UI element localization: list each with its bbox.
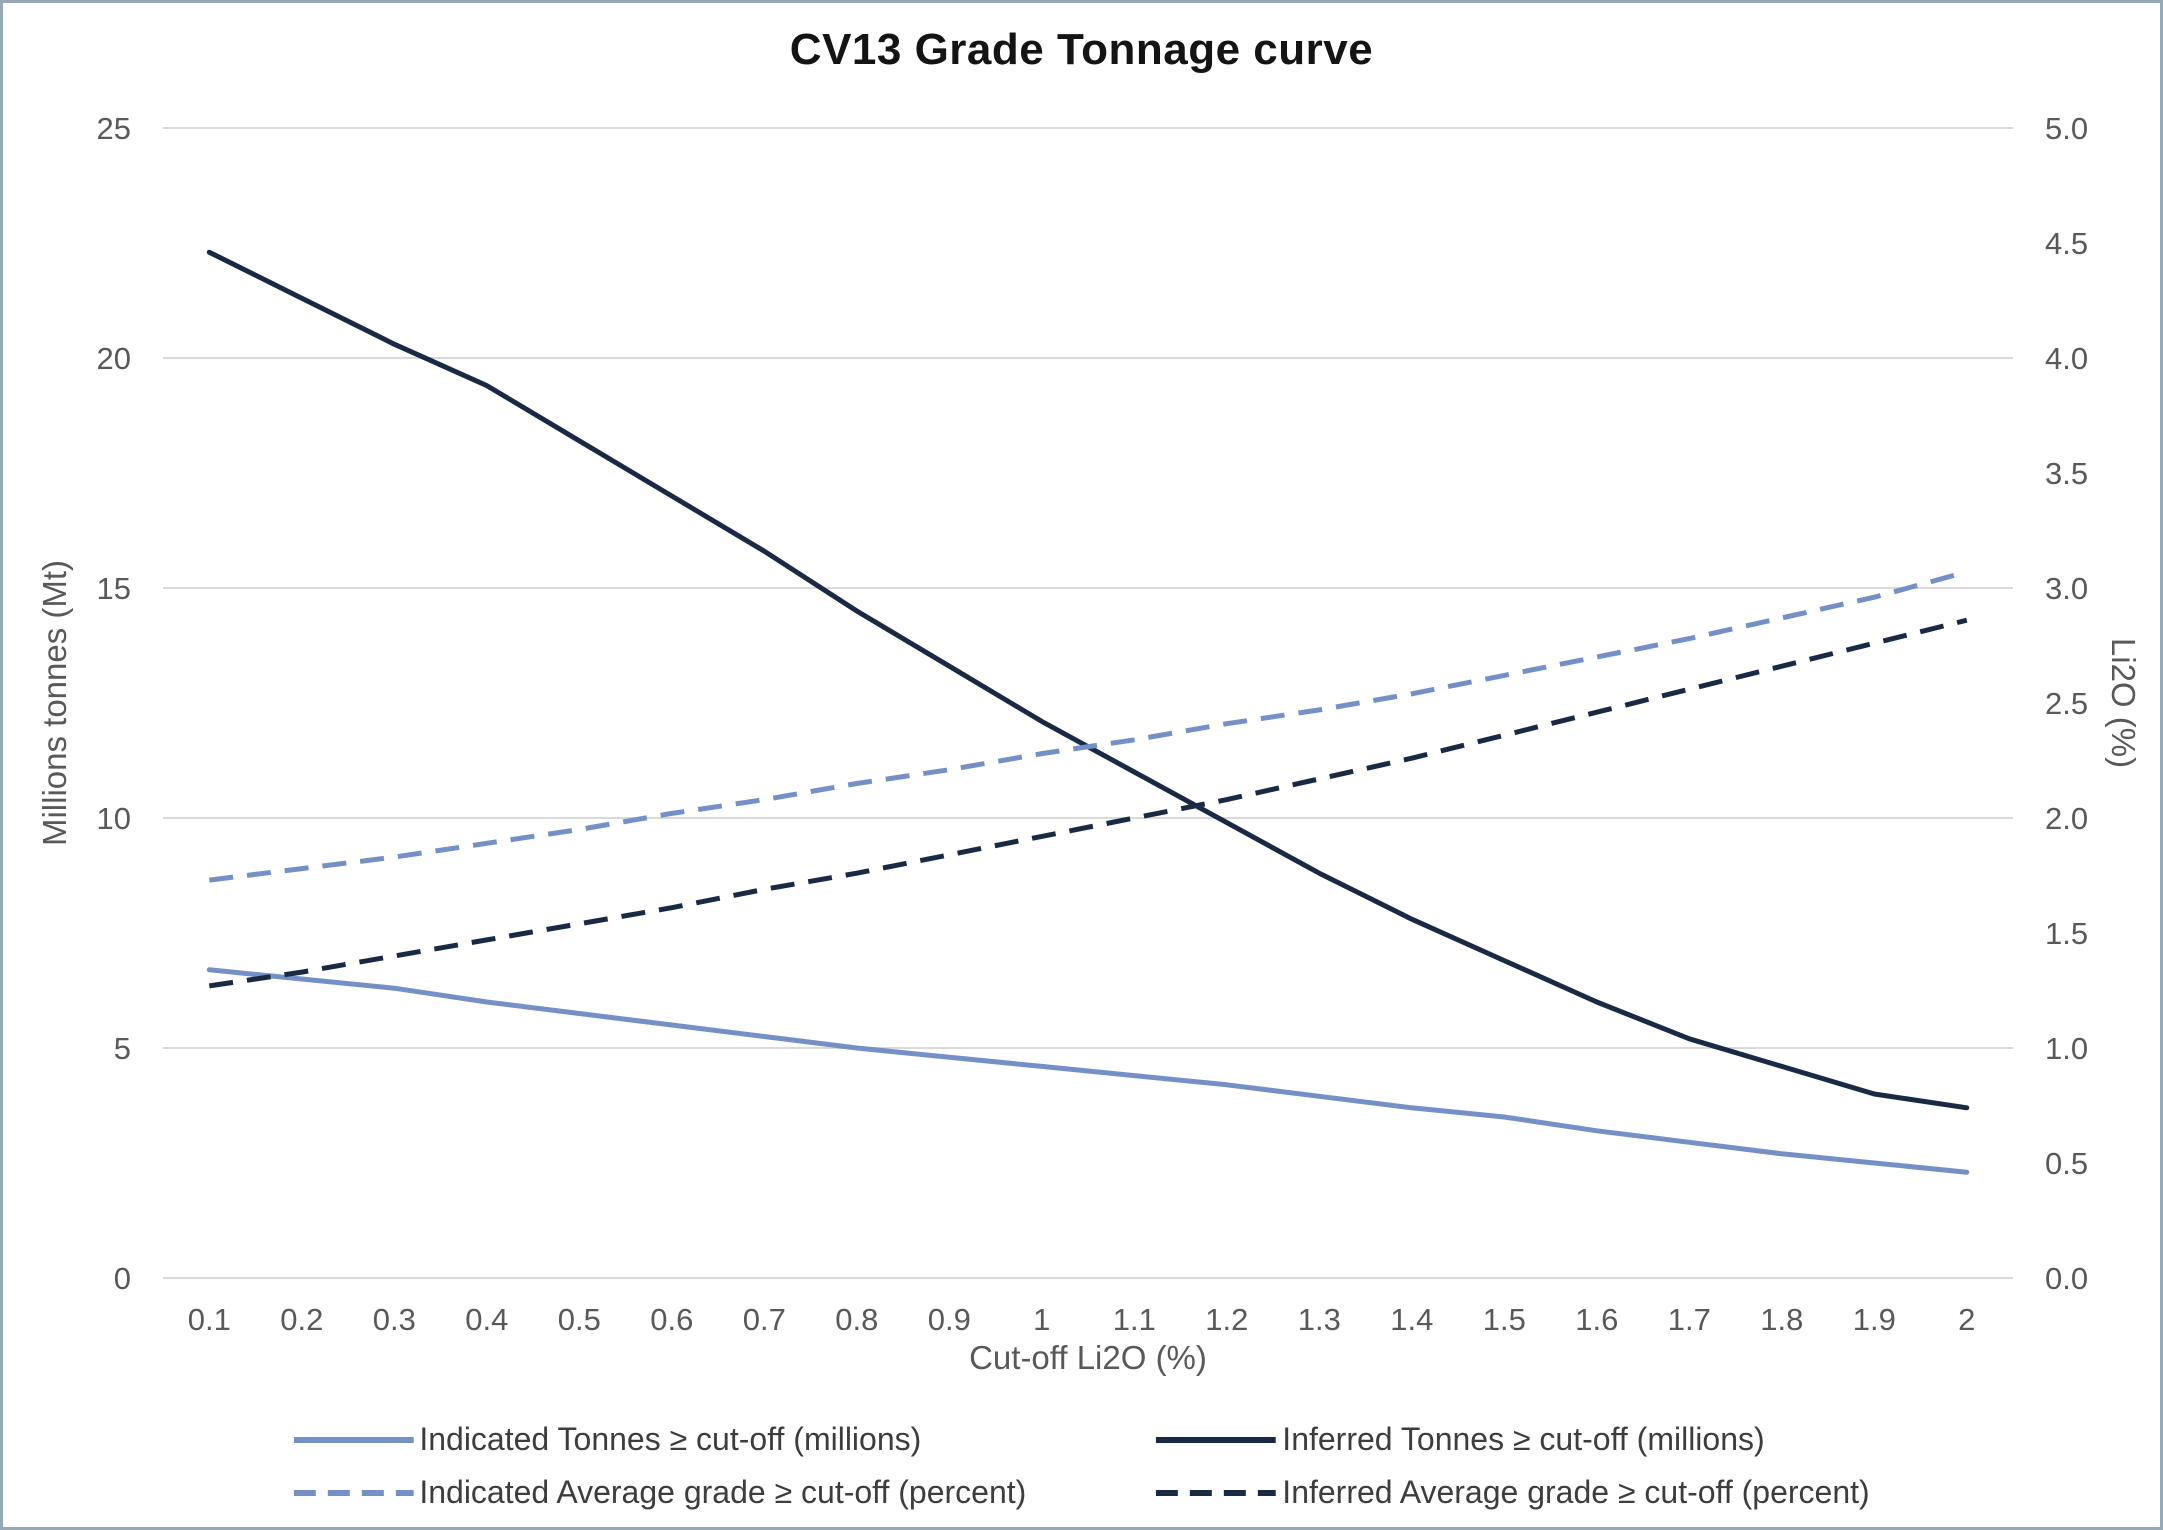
svg-text:0.5: 0.5 bbox=[558, 1302, 601, 1337]
legend-marker-inferred-grade bbox=[1156, 1489, 1277, 1496]
legend-label-indicated-tonnes: Indicated Tonnes ≥ cut-off (millions) bbox=[419, 1421, 922, 1457]
svg-text:5.0: 5.0 bbox=[2045, 111, 2088, 146]
svg-text:0.7: 0.7 bbox=[743, 1302, 786, 1337]
legend-item-indicated-grade: Indicated Average grade ≥ cut-off (perce… bbox=[293, 1474, 1026, 1511]
svg-text:0.1: 0.1 bbox=[188, 1302, 231, 1337]
svg-text:1: 1 bbox=[1033, 1302, 1050, 1337]
y-axis-right-ticks: 0.0 0.5 1.0 1.5 2.0 2.5 3.0 3.5 4.0 4.5 5.0 bbox=[2045, 111, 2088, 1296]
svg-text:1.3: 1.3 bbox=[1298, 1302, 1341, 1337]
svg-text:0.5: 0.5 bbox=[2045, 1146, 2088, 1181]
svg-text:5: 5 bbox=[114, 1031, 131, 1066]
legend-label-indicated-grade: Indicated Average grade ≥ cut-off (perce… bbox=[419, 1474, 1027, 1510]
svg-text:3.0: 3.0 bbox=[2045, 571, 2088, 606]
x-axis-title: Cut-off Li2O (%) bbox=[969, 1339, 1207, 1376]
x-axis-ticks: 0.1 0.2 0.3 0.4 0.5 0.6 0.7 0.8 0.9 1 1.1 1.2 1.3 1.4… bbox=[188, 1302, 1976, 1337]
svg-text:0.6: 0.6 bbox=[650, 1302, 693, 1337]
legend-marker-indicated-grade bbox=[293, 1489, 414, 1496]
svg-text:1.5: 1.5 bbox=[1483, 1302, 1526, 1337]
svg-text:25: 25 bbox=[97, 111, 131, 146]
svg-text:2.0: 2.0 bbox=[2045, 801, 2088, 836]
gridlines bbox=[163, 127, 2013, 1279]
svg-text:0.2: 0.2 bbox=[280, 1302, 323, 1337]
svg-text:0.3: 0.3 bbox=[373, 1302, 416, 1337]
svg-text:1.4: 1.4 bbox=[1390, 1302, 1433, 1337]
svg-text:0: 0 bbox=[114, 1261, 131, 1296]
svg-text:0.4: 0.4 bbox=[465, 1302, 508, 1337]
svg-text:4.0: 4.0 bbox=[2045, 341, 2088, 376]
svg-text:2.5: 2.5 bbox=[2045, 686, 2088, 721]
svg-text:1.8: 1.8 bbox=[1760, 1302, 1803, 1337]
svg-text:3.5: 3.5 bbox=[2045, 456, 2088, 491]
svg-text:1.2: 1.2 bbox=[1205, 1302, 1248, 1337]
series-line-inferred-grade bbox=[208, 617, 1968, 989]
legend-marker-indicated-tonnes bbox=[293, 1436, 414, 1443]
svg-text:15: 15 bbox=[97, 571, 131, 606]
legend-marker-inferred-tonnes bbox=[1156, 1436, 1277, 1443]
y-axis-right-title: Li2O (%) bbox=[2105, 637, 2142, 769]
legend-item-indicated-tonnes: Indicated Tonnes ≥ cut-off (millions) bbox=[293, 1421, 1026, 1458]
y-axis-left-title: Millions tonnes (Mt) bbox=[36, 559, 73, 847]
legend-label-inferred-grade: Inferred Average grade ≥ cut-off (percen… bbox=[1282, 1474, 1870, 1510]
chart-title: CV13 Grade Tonnage curve bbox=[789, 25, 1374, 74]
svg-text:1.1: 1.1 bbox=[1113, 1302, 1156, 1337]
svg-text:1.7: 1.7 bbox=[1668, 1302, 1711, 1337]
svg-text:2: 2 bbox=[1958, 1302, 1975, 1337]
svg-text:1.5: 1.5 bbox=[2045, 916, 2088, 951]
svg-text:1.0: 1.0 bbox=[2045, 1031, 2088, 1066]
chart-legend: Indicated Tonnes ≥ cut-off (millions) Inf… bbox=[293, 1421, 1870, 1511]
y-axis-left-ticks: 0 5 10 15 20 25 bbox=[97, 111, 131, 1296]
svg-text:10: 10 bbox=[97, 801, 131, 836]
legend-item-inferred-tonnes: Inferred Tonnes ≥ cut-off (millions) bbox=[1156, 1421, 1869, 1458]
series-line-indicated-tonnes bbox=[206, 967, 1970, 1175]
svg-text:20: 20 bbox=[97, 341, 131, 376]
legend-label-inferred-tonnes: Inferred Tonnes ≥ cut-off (millions) bbox=[1282, 1421, 1765, 1457]
series-line-indicated-grade bbox=[208, 569, 1968, 883]
svg-text:1.9: 1.9 bbox=[1853, 1302, 1896, 1337]
svg-text:0.0: 0.0 bbox=[2045, 1261, 2088, 1296]
grade-tonnage-chart-canvas: 0 5 10 15 20 25 0.0 0.5 1.0 1.5 2.0 2.5 3.0 3.5 4.0 4.5… bbox=[97, 111, 2089, 1337]
svg-text:0.8: 0.8 bbox=[835, 1302, 878, 1337]
svg-text:0.9: 0.9 bbox=[928, 1302, 971, 1337]
legend-item-inferred-grade: Inferred Average grade ≥ cut-off (percen… bbox=[1156, 1474, 1870, 1511]
svg-text:4.5: 4.5 bbox=[2045, 226, 2088, 261]
svg-text:1.6: 1.6 bbox=[1575, 1302, 1618, 1337]
series-line-inferred-tonnes bbox=[206, 249, 1970, 1111]
